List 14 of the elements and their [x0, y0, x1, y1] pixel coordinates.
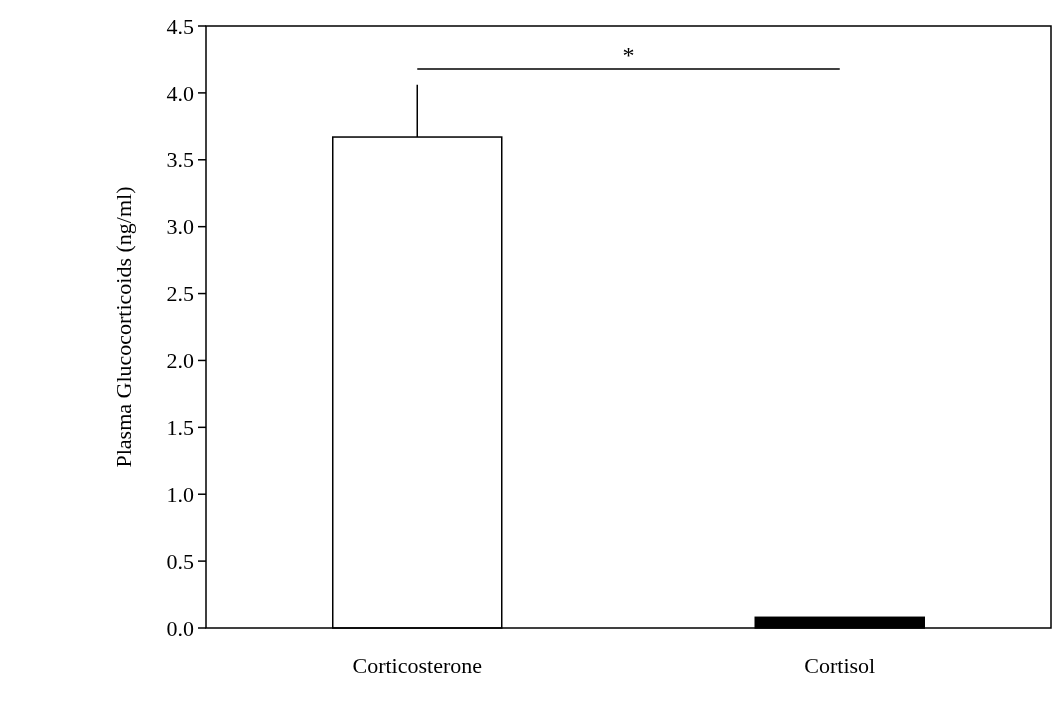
y-axis-title: Plasma Glucocorticoids (ng/ml) — [111, 186, 136, 468]
y-tick-label: 4.0 — [166, 80, 194, 106]
y-tick-label: 1.5 — [166, 415, 194, 441]
y-tick-label: 3.5 — [166, 147, 194, 173]
x-tick-label: Corticosterone — [352, 653, 483, 678]
y-tick-label: 2.5 — [166, 281, 194, 307]
y-tick-label: 0.5 — [166, 548, 194, 574]
y-tick-label: 2.0 — [166, 348, 194, 374]
x-tick-label: Cortisol — [804, 653, 876, 678]
y-tick-label: 3.0 — [166, 214, 194, 240]
y-tick-label: 4.5 — [166, 13, 194, 39]
annotation: * — [622, 42, 635, 68]
y-tick-label: 0.0 — [166, 615, 194, 641]
y-tick-label: 1.0 — [166, 481, 194, 507]
